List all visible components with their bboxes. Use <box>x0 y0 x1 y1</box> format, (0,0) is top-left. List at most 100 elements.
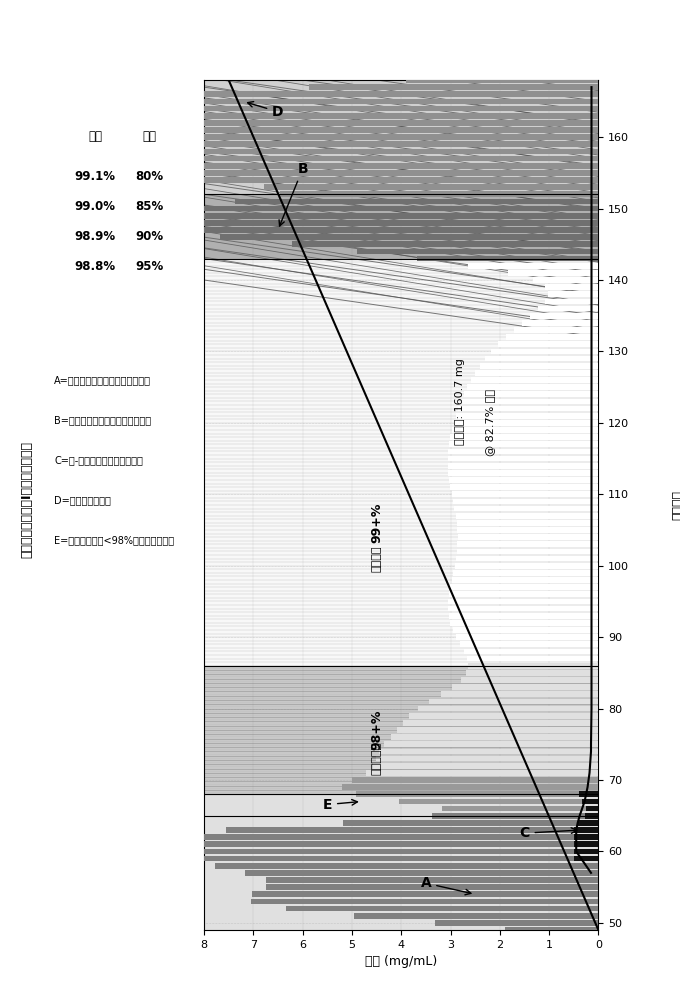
Bar <box>204 141 598 147</box>
Bar <box>376 756 598 761</box>
Bar <box>464 649 598 654</box>
Bar <box>452 491 598 497</box>
Bar <box>447 456 598 461</box>
Bar <box>292 241 598 247</box>
Bar <box>442 806 598 811</box>
Bar <box>204 127 598 133</box>
Bar <box>456 513 598 519</box>
Bar <box>398 799 598 804</box>
Bar <box>204 227 598 233</box>
Bar <box>432 813 598 819</box>
Bar <box>267 884 598 890</box>
Bar <box>204 106 598 111</box>
Bar <box>429 699 598 704</box>
Bar <box>251 899 598 904</box>
Text: 95%: 95% <box>135 260 164 273</box>
Bar <box>579 791 598 797</box>
Bar <box>204 99 598 104</box>
Text: D=重置剂（斜线）: D=重置剂（斜线） <box>54 495 112 505</box>
Text: （白色）: （白色） <box>371 545 381 572</box>
Text: @ 82.7% 纯度: @ 82.7% 纯度 <box>485 389 495 456</box>
Text: 85%: 85% <box>135 200 164 213</box>
Bar <box>226 827 598 833</box>
Text: 99+%: 99+% <box>370 503 383 543</box>
Bar <box>449 613 598 619</box>
Bar <box>456 556 598 561</box>
Bar <box>505 927 598 933</box>
Bar <box>286 906 598 911</box>
Bar <box>204 834 598 840</box>
Text: A: A <box>420 876 471 895</box>
Bar <box>441 691 598 697</box>
Bar <box>204 849 598 854</box>
Bar <box>456 413 598 419</box>
Bar <box>204 206 598 211</box>
Bar <box>452 427 598 433</box>
Text: 90%: 90% <box>135 230 164 243</box>
Bar <box>452 577 598 583</box>
Bar <box>384 741 598 747</box>
Bar <box>450 584 598 590</box>
Bar <box>460 641 598 647</box>
Bar <box>522 320 598 326</box>
Bar <box>204 120 598 126</box>
X-axis label: 浓度 (mg/mL): 浓度 (mg/mL) <box>365 955 437 968</box>
Bar <box>417 256 598 261</box>
Bar <box>342 784 598 790</box>
Text: （浅灰色）: （浅灰色） <box>371 742 381 775</box>
Bar <box>204 156 598 161</box>
Bar <box>403 720 598 726</box>
Text: 收率: 收率 <box>143 130 156 143</box>
Bar <box>574 834 598 840</box>
Bar <box>467 384 598 390</box>
Bar <box>417 256 598 261</box>
Bar <box>366 770 598 776</box>
Bar <box>466 670 598 676</box>
Bar <box>356 791 598 797</box>
Text: 98+%: 98+% <box>370 710 383 750</box>
Bar <box>539 306 598 311</box>
Bar <box>574 856 598 861</box>
Bar <box>354 913 598 919</box>
Bar <box>204 113 598 119</box>
Bar <box>471 377 598 383</box>
Bar <box>458 541 598 547</box>
Bar <box>407 77 598 83</box>
Bar <box>280 191 598 197</box>
Bar <box>409 713 598 719</box>
Bar <box>220 234 598 240</box>
Bar <box>204 91 598 97</box>
Bar <box>468 663 598 669</box>
Bar <box>204 163 598 169</box>
Bar <box>480 363 598 369</box>
Bar <box>379 749 598 754</box>
Bar <box>245 870 598 876</box>
Text: 80%: 80% <box>135 170 164 183</box>
Bar <box>449 477 598 483</box>
Bar <box>357 249 598 254</box>
Bar <box>456 520 598 526</box>
Bar <box>454 420 598 426</box>
Bar <box>585 813 598 819</box>
Bar <box>435 920 598 926</box>
Bar <box>545 299 598 304</box>
Text: 纯度: 纯度 <box>88 130 102 143</box>
Bar <box>356 791 598 797</box>
Bar <box>464 391 598 397</box>
Bar <box>342 784 598 790</box>
Bar <box>533 277 598 283</box>
Bar <box>454 506 598 511</box>
Bar <box>448 599 598 604</box>
Bar <box>450 484 598 490</box>
Bar <box>204 170 598 176</box>
Bar <box>574 841 598 847</box>
Bar <box>458 406 598 411</box>
Bar <box>450 620 598 626</box>
Bar <box>450 434 598 440</box>
Bar <box>456 634 598 640</box>
Bar <box>352 777 598 783</box>
Bar <box>352 777 598 783</box>
Bar <box>343 820 598 826</box>
Bar <box>204 194 598 259</box>
Bar <box>455 563 598 569</box>
